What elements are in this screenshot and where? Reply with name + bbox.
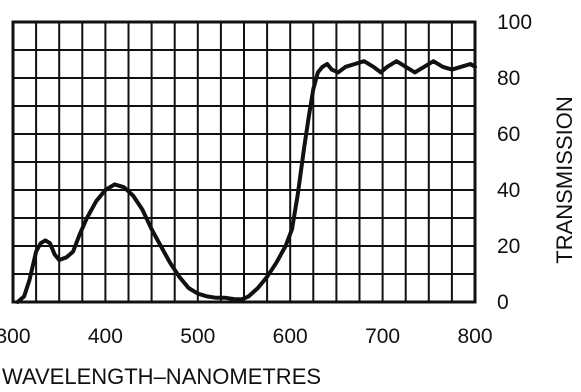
x-tick-label: 300: [0, 325, 31, 348]
plot-frame: [11, 20, 477, 304]
y-tick-label: 60: [497, 123, 520, 146]
x-tick-label: 400: [88, 325, 123, 348]
x-tick-label: 700: [365, 325, 400, 348]
y-tick-label: 40: [497, 179, 520, 202]
x-tick-labels: 300 400 500 600 700 800: [0, 325, 493, 348]
y-tick-label: 20: [497, 235, 520, 258]
x-axis-label: WAVELENGTH–NANOMETRES: [2, 364, 321, 389]
y-tick-label: 0: [497, 291, 509, 314]
y-axis-label: TRANSMISSION: [552, 96, 577, 263]
series-line-transmission: [15, 59, 477, 304]
x-tick-label: 800: [457, 325, 492, 348]
y-tick-label: 80: [497, 67, 520, 90]
chart-grid: [13, 22, 475, 302]
x-tick-label: 600: [273, 325, 308, 348]
x-tick-label: 500: [180, 325, 215, 348]
y-tick-label: 100: [497, 11, 532, 34]
y-tick-labels: 0 20 40 60 80 100: [497, 11, 532, 314]
